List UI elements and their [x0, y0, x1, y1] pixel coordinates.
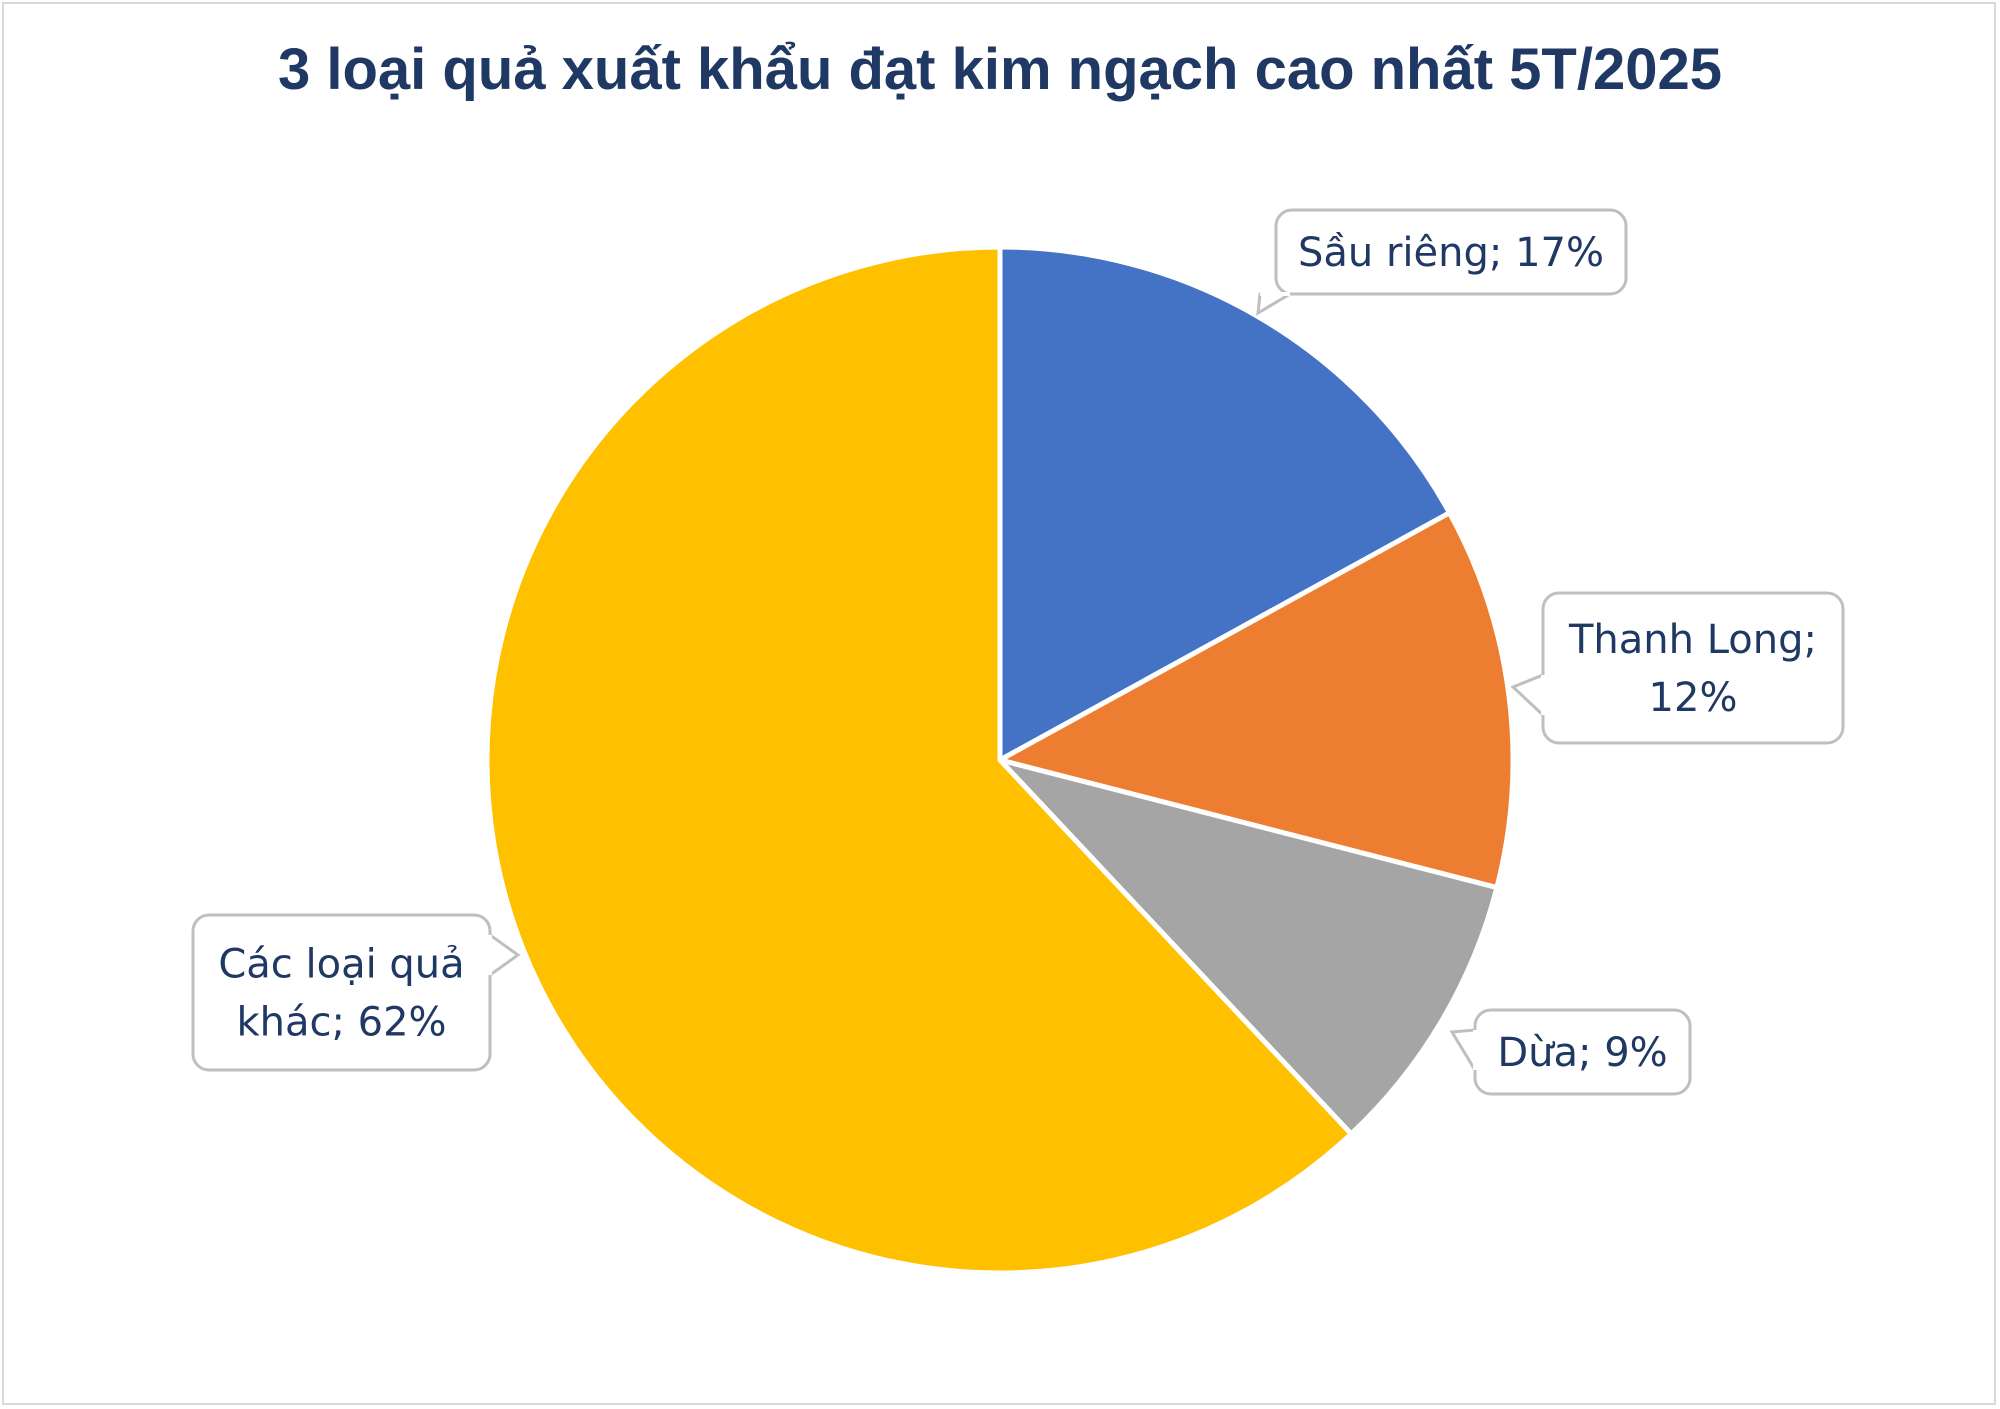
chart-title: 3 loại quả xuất khẩu đạt kim ngạch cao n…	[278, 37, 1722, 102]
data-label: Sầu riêng; 17%	[1298, 230, 1604, 276]
pie-slice-thanh-long	[997, 510, 1516, 891]
pie-slice-sau-rieng	[997, 244, 1453, 763]
pie-slice-cac-loai-qua-khac	[484, 244, 1354, 1276]
data-label: 12%	[1649, 675, 1738, 721]
callout-pointer	[488, 932, 521, 978]
callout-pointer	[1510, 672, 1545, 719]
data-label: khác; 62%	[236, 1000, 446, 1046]
callout-pointer	[1256, 292, 1296, 316]
callout-cac-loai-qua-khac: Các loại quả khác; 62%	[191, 913, 521, 1072]
data-label: Các loại quả	[218, 942, 464, 988]
callout-pointer	[1449, 1028, 1477, 1076]
callout-thanh-long: Thanh Long; 12%	[1510, 591, 1845, 745]
callout-box	[191, 913, 492, 1072]
pie-slices	[484, 244, 1516, 1276]
data-label: Thanh Long;	[1568, 617, 1817, 663]
callout-sau-rieng: Sầu riêng; 17%	[1256, 208, 1628, 316]
pie-slice-dua	[997, 757, 1500, 1137]
callout-box	[1541, 591, 1845, 745]
callout-dua: Dừa; 9%	[1449, 1008, 1692, 1096]
pie-callouts: Sầu riêng; 17% Thanh Long; 12% Dừa; 9% Các l…	[191, 208, 1845, 1096]
data-label: Dừa; 9%	[1497, 1030, 1667, 1076]
callout-box	[1274, 208, 1628, 296]
